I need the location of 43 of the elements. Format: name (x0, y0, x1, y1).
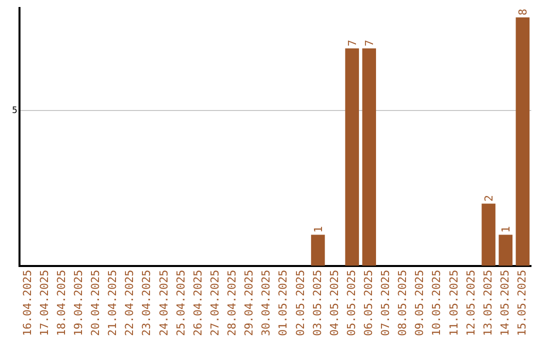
bar (482, 204, 496, 266)
x-tick-label: 16.04.2025 (20, 270, 34, 336)
y-tick-label: 5 (12, 106, 18, 116)
x-tick-label: 23.04.2025 (140, 270, 154, 336)
x-tick-label: 29.04.2025 (242, 270, 256, 336)
x-tick-label: 03.05.2025 (310, 270, 324, 336)
x-tick-label: 06.05.2025 (362, 270, 375, 336)
bar (311, 234, 325, 266)
bar (516, 17, 530, 266)
x-tick-label: 26.04.2025 (191, 270, 204, 336)
x-tick-label: 18.04.2025 (54, 270, 68, 336)
x-tick-label: 20.04.2025 (89, 270, 102, 336)
data-label: 1 (312, 226, 325, 233)
x-tick-label: 30.04.2025 (260, 270, 273, 336)
x-tick-label: 17.04.2025 (38, 270, 51, 336)
x-tick-label: 09.05.2025 (413, 270, 426, 336)
data-label: 8 (516, 8, 530, 16)
data-label: 7 (346, 40, 359, 46)
x-tick-label: 21.04.2025 (106, 270, 120, 336)
x-tick-label: 25.04.2025 (174, 270, 188, 336)
data-label: 2 (482, 195, 496, 202)
x-tick-label: 14.05.2025 (498, 270, 512, 336)
bar (498, 234, 512, 266)
x-tick-label: 13.05.2025 (481, 270, 494, 336)
x-tick-label: 28.04.2025 (226, 270, 239, 336)
x-tick-label: 24.04.2025 (157, 270, 170, 336)
bar (345, 48, 359, 266)
x-tick-label: 07.05.2025 (379, 270, 392, 336)
bar (362, 48, 376, 266)
x-tick-label: 12.05.2025 (464, 270, 478, 336)
x-tick-label: 08.05.2025 (396, 270, 410, 336)
x-tick-label: 22.04.2025 (123, 270, 136, 336)
x-tick-label: 15.05.2025 (516, 270, 529, 336)
x-tick-label: 02.05.2025 (294, 270, 307, 336)
x-tick-label: 19.04.2025 (72, 270, 85, 336)
x-tick-label: 27.04.2025 (208, 270, 222, 336)
x-tick-label: 01.05.2025 (276, 270, 290, 336)
x-tick-label: 10.05.2025 (430, 270, 444, 336)
x-tick-label: 04.05.2025 (328, 270, 341, 336)
data-label: 1 (499, 226, 512, 233)
data-label: 7 (362, 40, 376, 46)
x-tick-label: 05.05.2025 (344, 270, 358, 336)
x-tick-label: 11.05.2025 (447, 270, 460, 336)
